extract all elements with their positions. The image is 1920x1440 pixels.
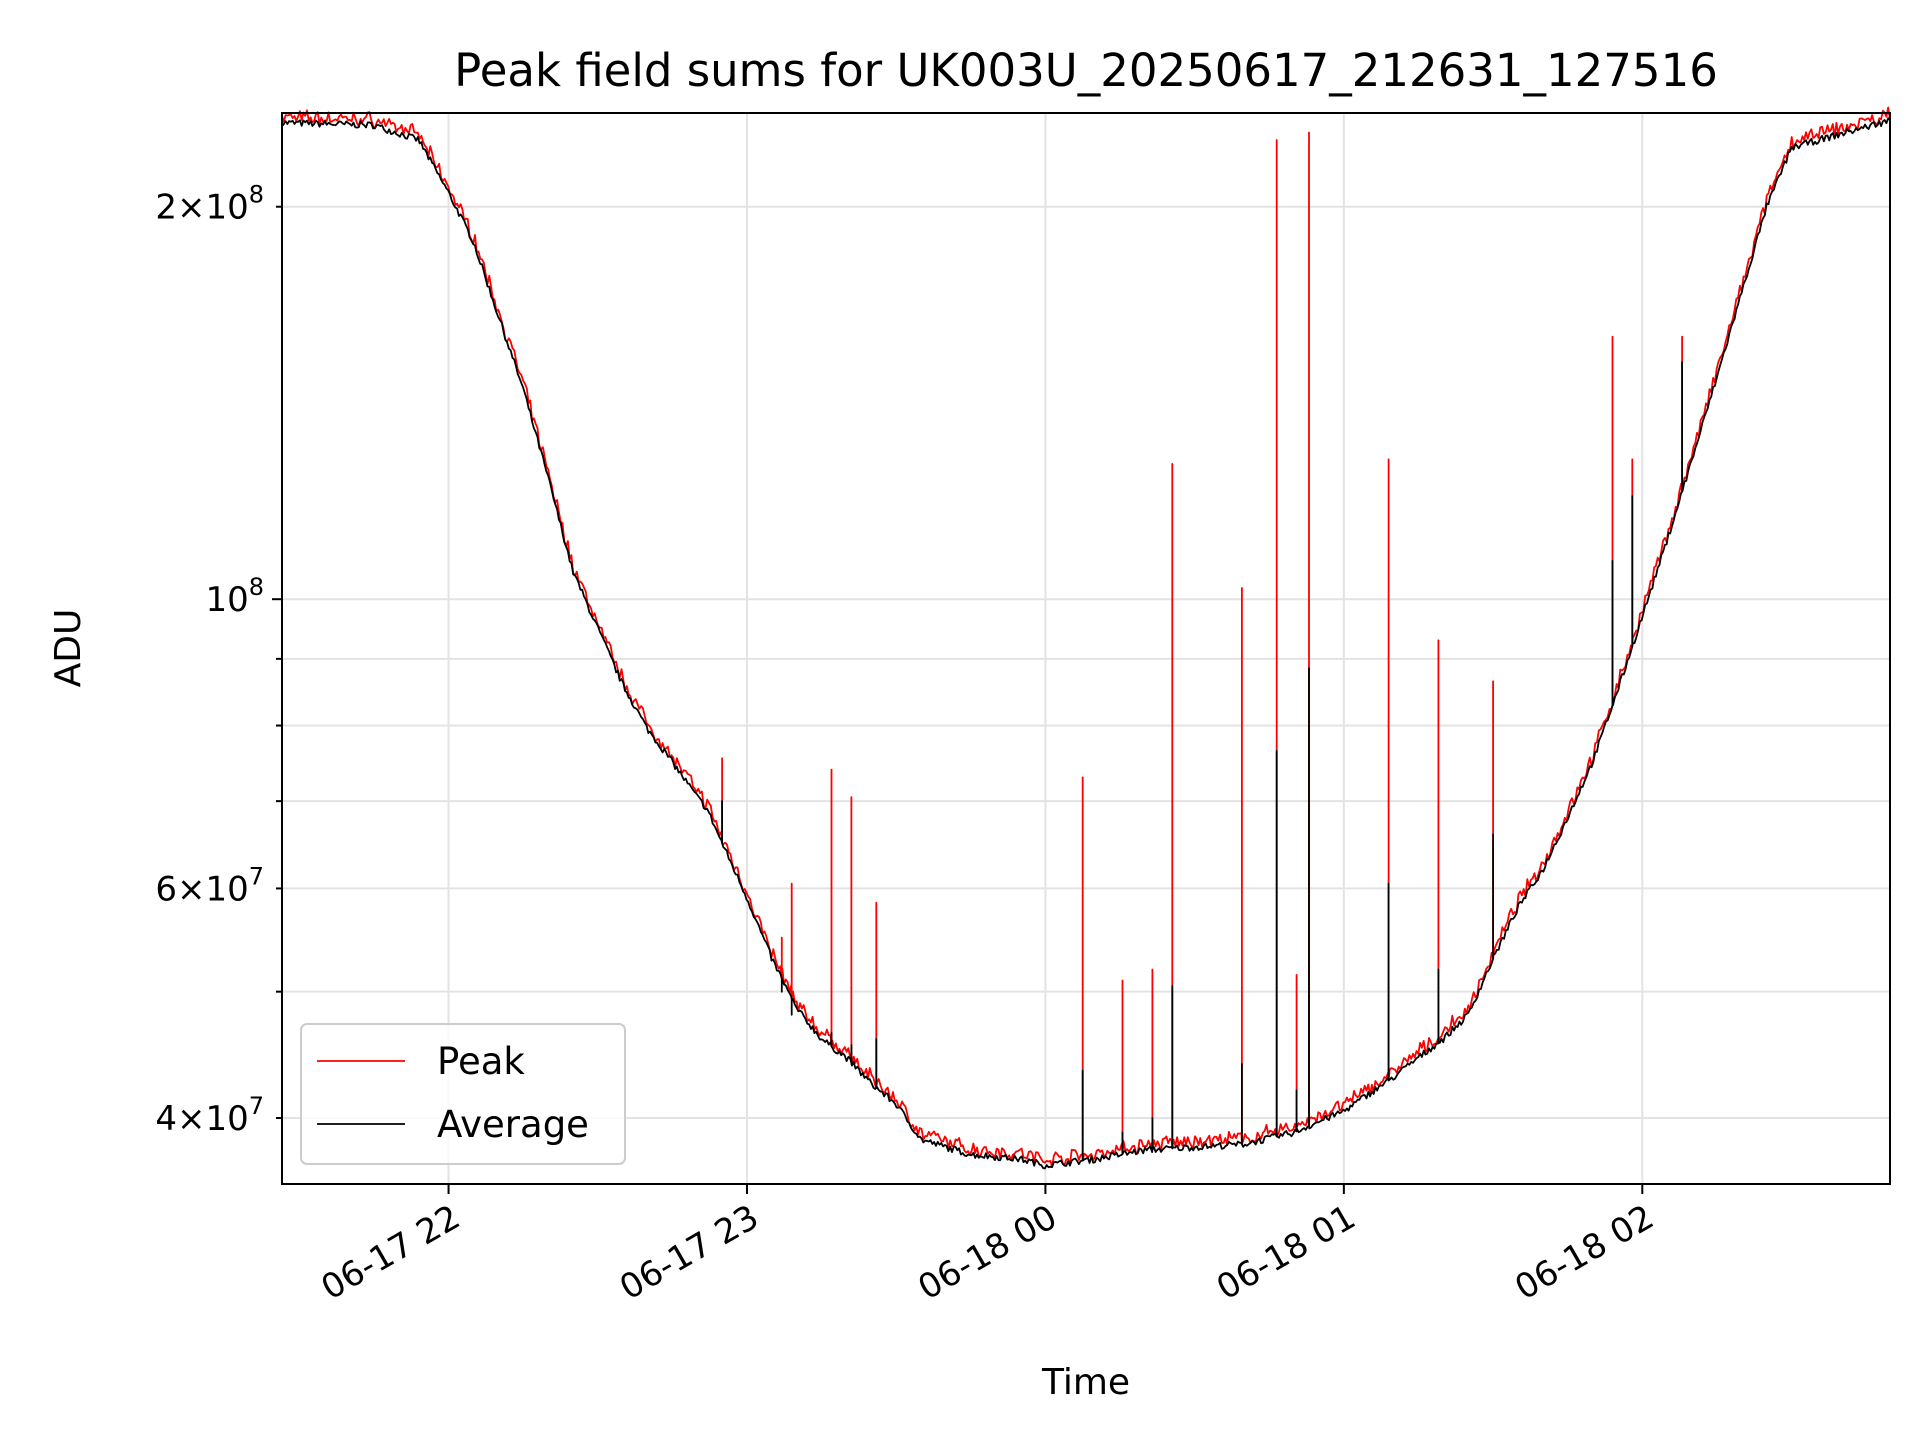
x-axis-label: Time [1041, 1362, 1130, 1403]
y-tick-label: 2×108 [155, 181, 264, 228]
y-tick-label: 6×107 [155, 862, 264, 909]
chart-title: Peak field sums for UK003U_20250617_2126… [454, 44, 1718, 97]
legend: Peak Average [300, 1023, 626, 1165]
series-average-line [281, 117, 1891, 1170]
legend-peak-label: Peak [437, 1040, 525, 1083]
y-axis-label: ADU [48, 609, 89, 688]
legend-box [300, 1023, 626, 1165]
grid [282, 113, 1890, 1184]
legend-average-label: Average [437, 1103, 589, 1146]
y-tick-label: 4×107 [155, 1092, 264, 1139]
plot-area [281, 106, 1891, 1170]
axes-frame [281, 112, 1891, 1185]
